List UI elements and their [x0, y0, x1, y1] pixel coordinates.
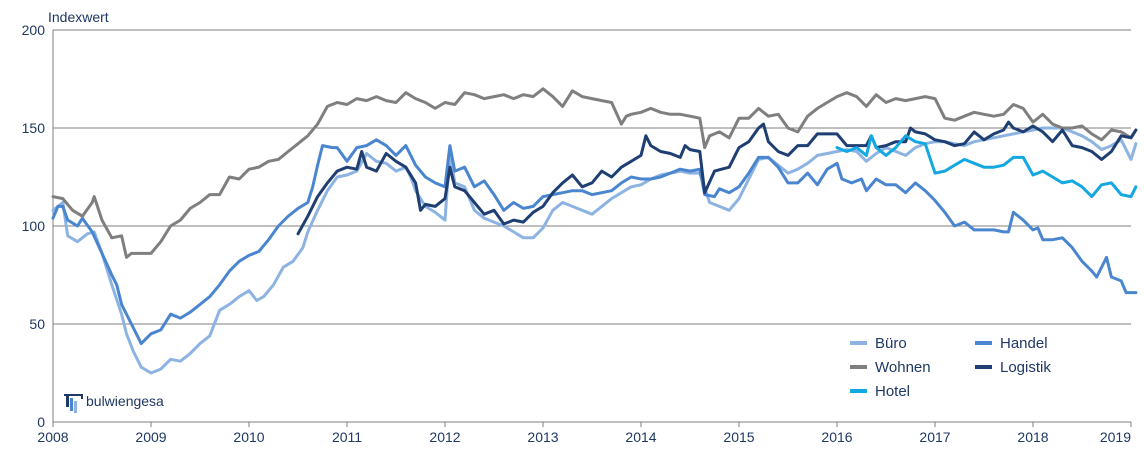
gridlines	[53, 29, 1131, 325]
legend-label: Büro	[875, 335, 907, 352]
y-tick-label: 0	[37, 414, 45, 430]
y-tick-label: 50	[29, 316, 45, 332]
legend-label: Logistik	[1000, 359, 1051, 376]
series-line-buero	[51, 126, 1138, 375]
y-axis-label: Indexwert	[48, 9, 109, 25]
x-tick-label: 2015	[723, 429, 754, 445]
x-tick-labels: 2008 2009 2010 2011 2012 2013 2014 2015 2016 2017…	[37, 422, 1132, 445]
x-tick-label: 2009	[135, 429, 166, 445]
series-line-hotel	[835, 134, 1138, 199]
bulwiengesa-logo: bulwiengesa	[64, 393, 164, 413]
x-tick-label: 2012	[429, 429, 460, 445]
x-tick-label: 2010	[233, 429, 264, 445]
x-tick-label: 2011	[332, 429, 362, 445]
series-line-handel	[51, 138, 1138, 346]
y-tick-label: 200	[22, 22, 46, 38]
x-tick-label: 2017	[919, 429, 950, 445]
logo-text: bulwiengesa	[86, 393, 164, 409]
x-tick-label: 2016	[821, 429, 852, 445]
x-tick-label: 2014	[625, 429, 656, 445]
x-tick-label: 2013	[527, 429, 558, 445]
legend-label: Hotel	[875, 383, 910, 400]
x-tick-label: 2019	[1100, 429, 1131, 445]
y-tick-labels: 0 50 100 150 200	[22, 22, 46, 430]
legend-label: Handel	[1000, 335, 1048, 352]
y-tick-label: 100	[22, 218, 46, 234]
series-line-wohnen	[51, 87, 1138, 259]
series-lines	[51, 87, 1138, 375]
x-tick-label: 2008	[37, 429, 68, 445]
y-tick-label: 150	[22, 120, 46, 136]
legend: Büro Handel Wohnen Logistik Hotel	[850, 335, 1051, 400]
series-line-logistik	[296, 120, 1138, 236]
legend-label: Wohnen	[875, 359, 931, 376]
x-tick-label: 2018	[1017, 429, 1048, 445]
bulwiengesa-logo-icon	[64, 394, 83, 413]
